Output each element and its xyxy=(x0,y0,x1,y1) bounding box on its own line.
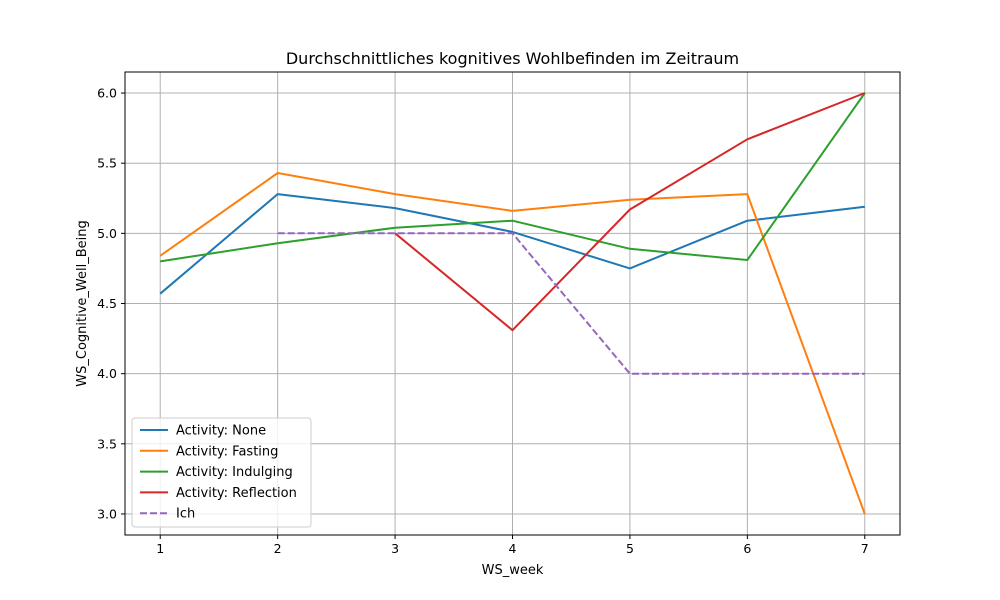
x-tick-label: 6 xyxy=(743,541,751,556)
y-tick-label: 3.0 xyxy=(97,506,117,521)
y-tick-label: 6.0 xyxy=(97,86,117,101)
legend-label: Activity: Indulging xyxy=(176,465,293,480)
y-tick-label: 4.0 xyxy=(97,366,117,381)
y-tick-label: 3.5 xyxy=(97,436,117,451)
y-axis-label: WS_Cognitive_Well_Being xyxy=(75,220,90,386)
x-tick-label: 3 xyxy=(391,541,399,556)
x-tick-label: 5 xyxy=(626,541,634,556)
series-line-activity-indulging xyxy=(160,92,866,263)
series-line-activity-reflection xyxy=(394,92,866,332)
x-tick-label: 4 xyxy=(509,541,517,556)
x-axis-label: WS_week xyxy=(482,563,544,578)
y-axis-ticks: 3.0 3.5 4.0 4.5 5.0 5.5 6.0 xyxy=(97,86,125,521)
y-tick-label: 4.5 xyxy=(97,296,117,311)
legend-label: Activity: Fasting xyxy=(176,444,278,459)
x-tick-label: 2 xyxy=(274,541,282,556)
series-line-activity-fasting xyxy=(159,172,866,515)
series-line-ich xyxy=(277,232,865,375)
legend-label: Activity: None xyxy=(176,424,266,439)
legend-box xyxy=(131,417,312,528)
chart-title: Durchschnittliches kognitives Wohlbefind… xyxy=(286,49,739,68)
y-tick-label: 5.0 xyxy=(97,226,117,241)
legend-label: Activity: Reflection xyxy=(176,486,297,501)
legend: Activity: None Activity: Fasting Activity:… xyxy=(131,417,312,528)
legend-label: Ich xyxy=(176,507,195,522)
x-axis-ticks: 1 2 3 4 5 6 7 xyxy=(156,535,869,556)
series-lines xyxy=(159,92,866,515)
x-tick-label: 7 xyxy=(861,541,869,556)
y-tick-label: 5.5 xyxy=(97,156,117,171)
series-line-activity-none xyxy=(159,193,865,295)
x-tick-label: 1 xyxy=(156,541,164,556)
